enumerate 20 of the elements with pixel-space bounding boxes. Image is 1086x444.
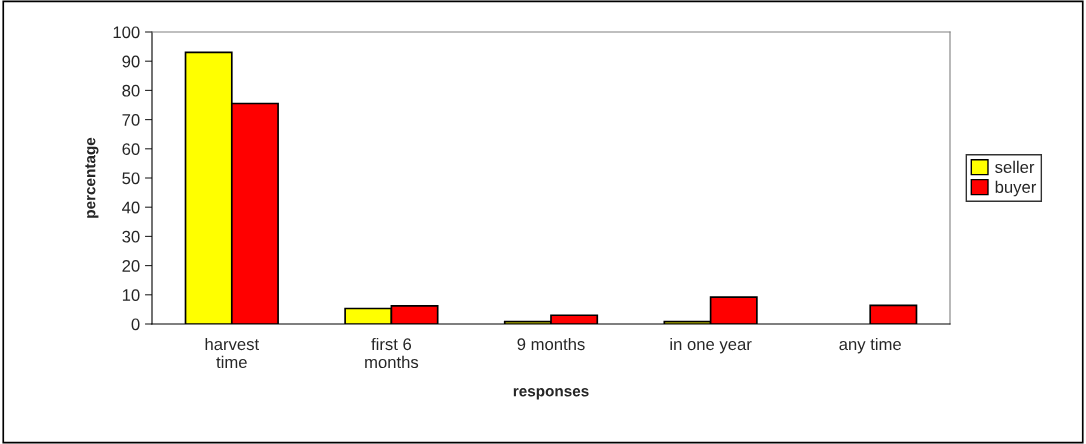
x-tick-label: in one year	[670, 337, 752, 354]
legend-label: buyer	[995, 180, 1037, 197]
y-tick-label: 10	[122, 289, 140, 301]
y-tick-label: 20	[122, 260, 140, 272]
y-axis-title: percentage	[85, 137, 99, 218]
y-tick-label: 50	[122, 172, 140, 185]
y-tick-label: 90	[122, 55, 140, 68]
y-tick-label: 40	[122, 201, 140, 214]
x-tick-label: any time	[839, 337, 901, 354]
y-tick-label: 70	[122, 114, 140, 126]
y-tick-label: 80	[122, 84, 140, 97]
y-tick-label: 60	[122, 143, 140, 155]
y-tick-label: 30	[122, 230, 140, 243]
x-tick-label: 9 months	[517, 337, 585, 351]
x-tick-label: harvest time	[205, 337, 260, 369]
y-tick-label: 0	[131, 318, 140, 331]
x-axis-title: responses	[513, 388, 589, 400]
x-tick-label: first 6 months	[365, 337, 419, 369]
y-tick-label: 100	[113, 26, 140, 39]
legend-label: seller	[995, 160, 1035, 174]
